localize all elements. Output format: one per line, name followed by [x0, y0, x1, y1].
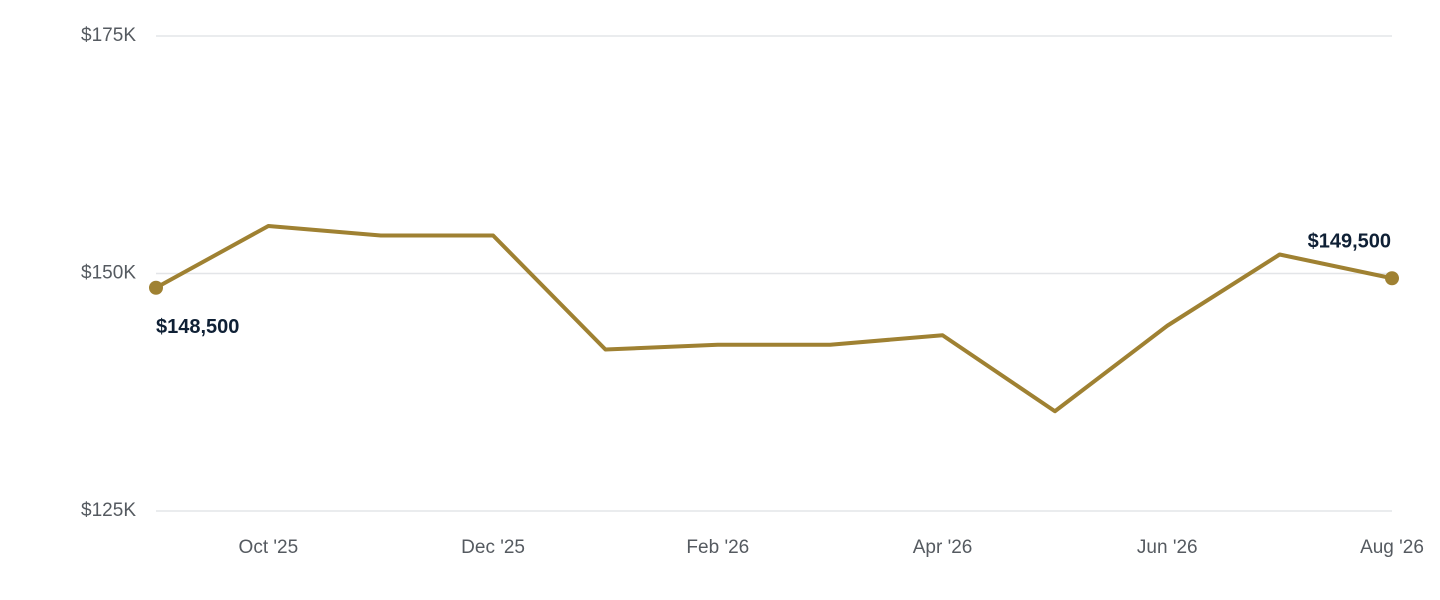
line [155, 224, 1393, 414]
y-tick-label: $150K [81, 263, 136, 284]
x-tick-label: Feb '26 [686, 537, 749, 558]
y-tick-label: $175K [81, 25, 136, 46]
value-label: $149,500 [1308, 231, 1391, 253]
x-tick-label: Apr '26 [913, 537, 973, 558]
x-tick-label: Dec '25 [461, 537, 525, 558]
value-label: $148,500 [156, 316, 239, 338]
point-marker [149, 280, 163, 295]
y-tick-label: $125K [81, 500, 136, 521]
x-tick-label: Oct '25 [239, 537, 299, 558]
point-marker [1385, 271, 1399, 286]
x-tick-label: Aug '26 [1360, 537, 1424, 558]
x-tick-label: Jun '26 [1137, 537, 1198, 558]
